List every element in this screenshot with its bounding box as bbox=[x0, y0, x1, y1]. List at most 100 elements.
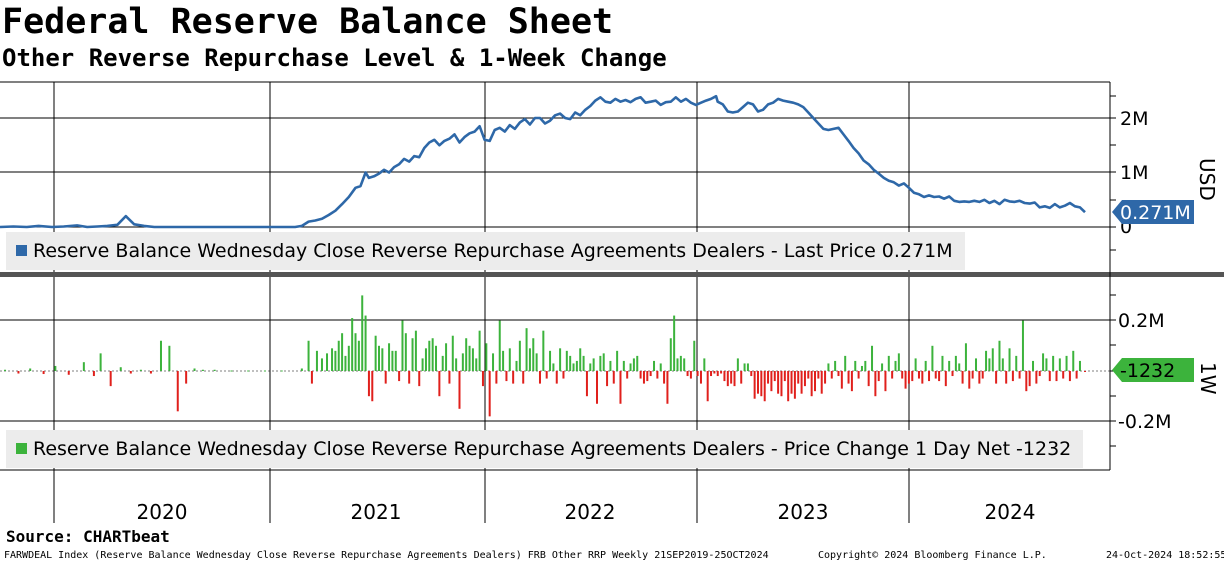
change-bar bbox=[740, 371, 743, 384]
change-bar bbox=[834, 360, 837, 371]
change-bar bbox=[247, 370, 250, 372]
change-bar bbox=[985, 350, 988, 371]
change-bar bbox=[988, 358, 991, 371]
last-price-badge-shape bbox=[1112, 200, 1194, 224]
change-bar bbox=[803, 371, 806, 387]
change-bar bbox=[686, 371, 689, 377]
change-bar bbox=[683, 358, 686, 371]
change-bar bbox=[1008, 348, 1011, 371]
legend-bottom-swatch bbox=[16, 443, 27, 454]
change-bar bbox=[545, 371, 548, 379]
y-tick-label: 1M bbox=[1120, 162, 1148, 184]
change-bar bbox=[968, 371, 971, 389]
change-bar bbox=[901, 371, 904, 379]
change-bar bbox=[562, 371, 565, 379]
change-bar bbox=[17, 371, 20, 374]
page-subtitle: Other Reverse Repurchase Level & 1-Week … bbox=[2, 44, 667, 72]
change-bar bbox=[1018, 371, 1021, 379]
change-bar bbox=[998, 340, 1001, 371]
change-bar bbox=[1042, 353, 1045, 371]
change-bar bbox=[827, 363, 830, 371]
change-bar bbox=[642, 371, 645, 384]
change-bar bbox=[810, 371, 813, 397]
change-bar bbox=[99, 353, 102, 371]
panel-divider bbox=[0, 272, 1224, 277]
change-bar bbox=[746, 363, 749, 371]
change-bar bbox=[391, 350, 394, 371]
change-bar bbox=[626, 371, 629, 379]
change-bar bbox=[730, 371, 733, 384]
change-bar bbox=[981, 371, 984, 379]
change-bar bbox=[42, 371, 45, 375]
change-bar bbox=[773, 371, 776, 382]
change-bar bbox=[793, 371, 796, 399]
change-bar bbox=[699, 371, 702, 384]
change-bar bbox=[669, 338, 672, 371]
change-bar bbox=[663, 371, 666, 384]
change-bar bbox=[326, 353, 329, 371]
change-bar bbox=[649, 371, 652, 377]
change-bar bbox=[478, 330, 481, 371]
change-bar bbox=[824, 371, 827, 384]
change-bar bbox=[361, 295, 364, 371]
change-bar bbox=[753, 371, 756, 399]
change-bar bbox=[374, 335, 377, 371]
y-axis-label-bottom: 1W bbox=[1196, 362, 1220, 395]
x-tick-label: 2023 bbox=[778, 500, 829, 524]
change-bar bbox=[401, 320, 404, 371]
legend-bottom-text: Reserve Balance Wednesday Close Reverse … bbox=[33, 438, 1072, 460]
change-bar bbox=[518, 340, 521, 371]
x-tick-label: 2022 bbox=[565, 500, 616, 524]
footer-timestamp: 24-Oct-2024 18:52:55 bbox=[1106, 550, 1224, 561]
change-bar bbox=[424, 348, 427, 371]
last-price-badge-text: 0.271M bbox=[1120, 202, 1191, 224]
change-bar bbox=[341, 333, 344, 371]
change-bar bbox=[814, 371, 817, 392]
change-bar bbox=[185, 371, 188, 384]
change-bar bbox=[954, 355, 957, 371]
change-bar bbox=[435, 345, 438, 371]
change-bar bbox=[532, 338, 535, 371]
change-bar bbox=[706, 371, 709, 402]
change-bar bbox=[904, 371, 907, 389]
change-bar bbox=[616, 350, 619, 371]
change-bar bbox=[928, 371, 931, 382]
last-change-badge-shape bbox=[1112, 358, 1194, 382]
legend-bottom: Reserve Balance Wednesday Close Reverse … bbox=[6, 430, 1084, 468]
change-bar bbox=[159, 340, 162, 371]
change-bar bbox=[176, 371, 179, 412]
change-bar bbox=[606, 371, 609, 387]
change-bar bbox=[263, 370, 266, 372]
change-bar bbox=[894, 360, 897, 371]
change-bar bbox=[404, 333, 407, 371]
change-bar bbox=[1038, 371, 1041, 377]
change-bar bbox=[639, 371, 642, 379]
change-bar bbox=[471, 348, 474, 371]
change-bar bbox=[307, 340, 310, 371]
change-bar bbox=[679, 355, 682, 371]
change-bar bbox=[609, 360, 612, 371]
change-bar bbox=[394, 350, 397, 371]
change-bar bbox=[907, 371, 910, 384]
source-label: Source: CHARTbeat bbox=[6, 527, 170, 546]
change-bar bbox=[1055, 371, 1058, 382]
change-bar bbox=[331, 348, 334, 371]
change-bar bbox=[619, 371, 622, 404]
change-bar bbox=[475, 358, 478, 371]
change-bar bbox=[315, 350, 318, 371]
level-line bbox=[0, 94, 1086, 229]
change-bar bbox=[451, 335, 454, 371]
legend-top-swatch bbox=[16, 245, 27, 256]
change-bar bbox=[931, 345, 934, 371]
change-bar bbox=[579, 348, 582, 371]
change-bar bbox=[1001, 358, 1004, 371]
change-bar bbox=[881, 363, 884, 371]
change-bar bbox=[388, 343, 391, 371]
change-bar bbox=[632, 358, 635, 371]
change-bar bbox=[891, 371, 894, 379]
change-bar bbox=[944, 371, 947, 387]
change-bar bbox=[622, 360, 625, 371]
legend-top: Reserve Balance Wednesday Close Reverse … bbox=[6, 232, 965, 270]
change-bar bbox=[599, 355, 602, 371]
